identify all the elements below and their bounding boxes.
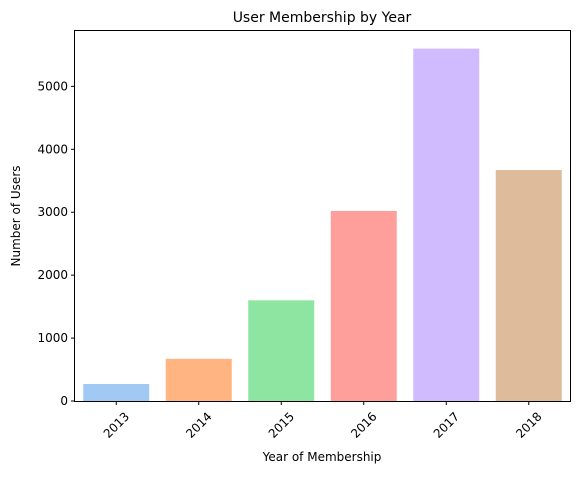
bar-2015	[248, 300, 315, 401]
x-axis: 2013 2014 2015 2016 2017 2018	[101, 401, 545, 441]
y-tick-label: 4000	[37, 142, 68, 156]
bar-2013	[83, 384, 150, 401]
x-tick-label: 2018	[513, 409, 544, 440]
x-tick-label: 2017	[431, 409, 462, 440]
y-tick-label: 5000	[37, 79, 68, 93]
chart-title: User Membership by Year	[233, 10, 412, 26]
y-axis-label: Number of Users	[9, 165, 23, 266]
bar-2016	[330, 210, 397, 401]
y-axis: 0 1000 2000 3000 4000 5000	[37, 79, 75, 408]
y-tick-label: 2000	[37, 268, 68, 282]
y-tick-label: 1000	[37, 331, 68, 345]
x-tick-label: 2016	[348, 409, 379, 440]
plot-frame	[74, 30, 571, 402]
x-tick-label: 2014	[183, 409, 214, 440]
x-tick-label: 2013	[101, 409, 132, 440]
bar-2017	[413, 48, 480, 402]
bars-layer	[83, 48, 562, 402]
x-axis-label: Year of Membership	[262, 450, 382, 464]
x-tick-label: 2015	[266, 409, 297, 440]
y-tick-label: 0	[60, 394, 68, 408]
bar-2018	[495, 170, 562, 401]
bar-2014	[165, 358, 232, 401]
y-tick-label: 3000	[37, 205, 68, 219]
